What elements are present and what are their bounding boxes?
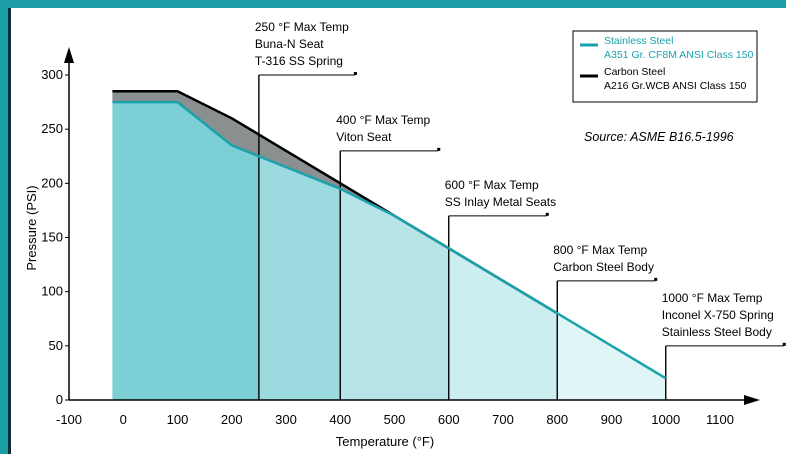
x-tick-label-1100: 1100 [706,412,734,427]
annotation-text-400-2: Viton Seat [336,130,392,144]
axes [64,47,760,405]
annotation-text-1000-3: Stainless Steel Body [662,325,772,339]
x-tick-label-400: 400 [329,412,351,427]
annotation-text-250-1: 250 °F Max Temp [255,20,349,34]
legend: Stainless Steel A351 Gr. CF8M ANSI Class… [572,30,758,103]
annotation-text-1000-1: 1000 °F Max Temp [662,291,763,305]
x-tick-label--100: -100 [56,412,82,427]
left-edge-shadow [8,8,11,454]
annotation-text-250-2: Buna-N Seat [255,37,324,51]
annotation-text-600-1: 600 °F Max Temp [445,178,539,192]
x-tick-label-600: 600 [438,412,460,427]
temperature-bands [112,102,666,400]
y-tick-label-0: 0 [56,392,63,407]
y-axis-arrow [64,47,74,63]
temperature-band-5 [557,313,666,400]
annotation-bracket-tip-800 [654,277,658,281]
legend-label-stainless-steel: Stainless Steel [604,35,673,47]
temperature-band-2 [258,156,341,400]
legend-sublabel-stainless-steel: A351 Gr. CF8M ANSI Class 150 [604,49,754,61]
annotation-text-600-2: SS Inlay Metal Seats [445,195,556,209]
annotation-bracket-tip-250 [353,72,357,76]
temperature-band-3 [340,188,449,400]
legend-label-carbon-steel: Carbon Steel [604,66,665,78]
y-tick-label-100: 100 [41,284,63,299]
annotations: 250 °F Max Temp Buna-N Seat T-316 SS Sprin… [255,20,786,400]
annotation-bracket-tip-600 [545,212,549,216]
y-tick-label-200: 200 [41,175,63,190]
x-tick-label-0: 0 [120,412,127,427]
y-axis-title: Pressure (PSI) [24,185,39,270]
x-tick-label-700: 700 [492,412,514,427]
temperature-band-4 [448,248,558,400]
y-tick-label-300: 300 [41,67,63,82]
x-tick-label-1000: 1000 [651,412,680,427]
x-tick-label-500: 500 [384,412,406,427]
annotation-bracket-tip-400 [437,147,441,151]
annotation-text-1000-2: Inconel X-750 Spring [662,308,774,322]
annotation-text-400-1: 400 °F Max Temp [336,113,430,127]
annotation-text-250-3: T-316 SS Spring [255,54,343,68]
y-tick-label-250: 250 [41,121,63,136]
tick-labels: -100 0 100 200 300 400 500 600 700 800 900 1000 1100… [41,67,734,427]
left-edge-band [0,0,8,454]
series-line-stainless-steel [112,100,667,380]
legend-box [572,30,758,103]
x-tick-label-900: 900 [601,412,623,427]
y-tick-label-150: 150 [41,230,63,245]
x-tick-label-800: 800 [546,412,568,427]
annotation-text-800-2: Carbon Steel Body [553,260,654,274]
x-axis-arrow [744,395,760,405]
header-band [0,0,786,8]
x-tick-label-200: 200 [221,412,243,427]
x-tick-label-300: 300 [275,412,297,427]
temperature-band-1 [112,102,259,400]
legend-sublabel-carbon-steel: A216 Gr.WCB ANSI Class 150 [604,80,747,92]
source-note: Source: ASME B16.5-1996 [584,130,734,144]
x-axis-title: Temperature (°F) [336,434,434,449]
x-tick-label-100: 100 [167,412,189,427]
y-tick-label-50: 50 [49,338,63,353]
annotation-text-800-1: 800 °F Max Temp [553,243,647,257]
annotation-bracket-tip-1000 [782,342,786,346]
